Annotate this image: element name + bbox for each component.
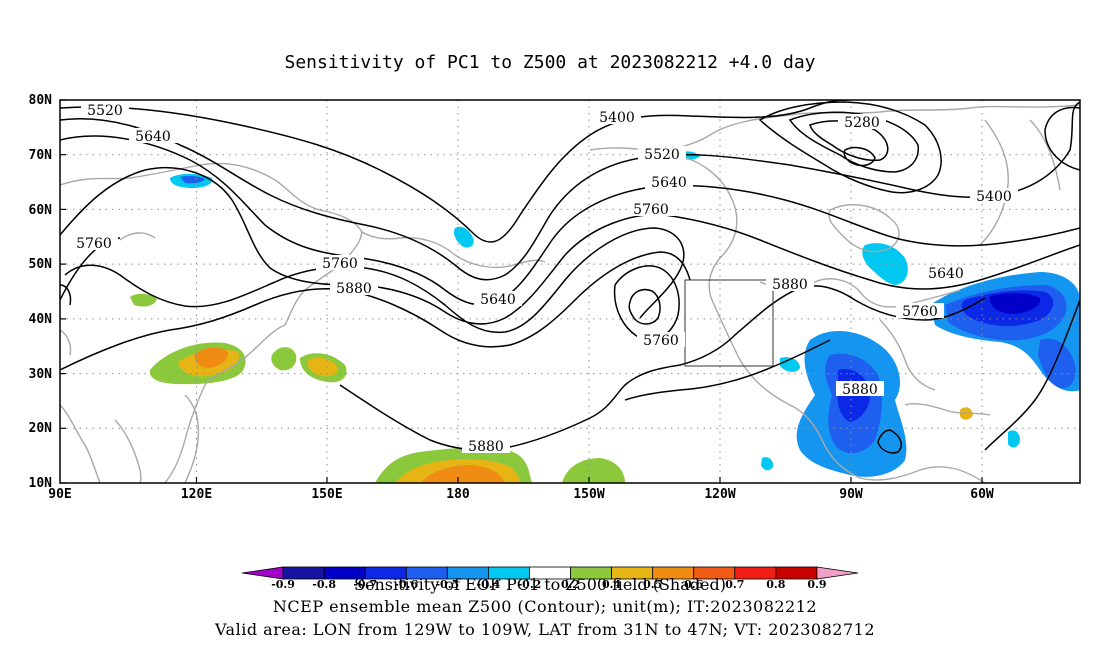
- lon-label: 90E: [48, 487, 71, 502]
- contour-label: 5640: [480, 292, 516, 308]
- colorbar-tick-label: 0.8: [766, 578, 785, 591]
- figure-title: Sensitivity of PC1 to Z500 at 2023082212…: [284, 52, 815, 73]
- colorbar-swatch: [816, 566, 859, 580]
- contour-label: 5760: [643, 333, 679, 349]
- lat-label: 30N: [29, 367, 53, 382]
- footer-line-2: NCEP ensemble mean Z500 (Contour); unit(…: [273, 597, 817, 616]
- contour-label: 5760: [322, 256, 358, 272]
- tick-marks: [60, 99, 983, 484]
- valid-area-box: [684, 279, 774, 367]
- colorbar-tick-label: -0.4: [477, 578, 501, 591]
- contour-label: 5880: [772, 277, 808, 293]
- lat-label: 50N: [29, 257, 53, 272]
- contour-labels: 5520 5640 5760 5400 5520 5640 5760 5760 …: [70, 102, 1018, 455]
- colorbar-tick-label: -0.9: [271, 578, 295, 591]
- longitude-labels: 90E 120E 150E 180 150W 120W 90W 60W: [48, 487, 994, 502]
- lat-label: 20N: [29, 421, 53, 436]
- lon-label: 120W: [704, 487, 735, 502]
- contour-label: 5280: [844, 115, 880, 131]
- contour-label: 5640: [135, 129, 171, 145]
- positive-sensitivity-shading: [130, 293, 973, 483]
- lon-label: 120E: [181, 487, 212, 502]
- colorbar-tick-label: 0.5: [643, 578, 662, 591]
- contour-label: 5760: [902, 304, 938, 320]
- colorbar-tick-label: 0.4: [602, 578, 621, 591]
- negative-sensitivity-shading: [170, 151, 1080, 477]
- z500-contours: [60, 100, 1080, 454]
- colorbar-tick-label: -0.8: [312, 578, 336, 591]
- lat-label: 60N: [29, 203, 53, 218]
- contour-label: 5760: [633, 202, 669, 218]
- colorbar-tick-label: -0.7: [353, 578, 377, 591]
- contour-label: 5880: [842, 382, 878, 398]
- plot-frame: [59, 99, 1081, 484]
- lat-label: 10N: [29, 476, 53, 491]
- contour-label: 5760: [76, 236, 112, 252]
- contour-label: 5880: [468, 439, 504, 455]
- contour-label: 5400: [599, 110, 635, 126]
- colorbar-tick-label: 0.7: [725, 578, 744, 591]
- colorbar-tick-label: 0.9: [807, 578, 826, 591]
- contour-label: 5640: [651, 175, 687, 191]
- lon-label: 150W: [573, 487, 604, 502]
- latitude-labels: 80N 70N 60N 50N 40N 30N 20N 10N: [29, 93, 53, 491]
- colorbar: -0.9 -0.8 -0.7 -0.6 -0.5 -0.4 -0.2 0.2 0.4 0.5 0.6…: [241, 566, 859, 591]
- contour-label: 5400: [976, 189, 1012, 205]
- lat-label: 40N: [29, 312, 53, 327]
- plot-area: [60, 100, 1080, 483]
- lon-label: 60W: [970, 487, 994, 502]
- lon-label: 180: [446, 487, 470, 502]
- lat-label: 80N: [29, 93, 53, 108]
- colorbar-tick-label: -0.2: [518, 578, 542, 591]
- contour-label: 5880: [336, 281, 372, 297]
- contour-label: 5640: [928, 266, 964, 282]
- lat-label: 70N: [29, 148, 53, 163]
- footer-line-3: Valid area: LON from 129W to 109W, LAT f…: [214, 620, 875, 639]
- colorbar-tick-label: 0.6: [684, 578, 703, 591]
- lon-label: 90W: [839, 487, 863, 502]
- colorbar-tick-label: -0.5: [435, 578, 459, 591]
- lon-label: 150E: [311, 487, 342, 502]
- contour-label: 5520: [644, 147, 680, 163]
- footer-line-1: Sensitivity of EOF PC1 to Z500 field (Sh…: [354, 575, 726, 594]
- colorbar-tick-label: -0.6: [394, 578, 418, 591]
- colorbar-tick-label: 0.2: [561, 578, 580, 591]
- contour-label: 5520: [87, 103, 123, 119]
